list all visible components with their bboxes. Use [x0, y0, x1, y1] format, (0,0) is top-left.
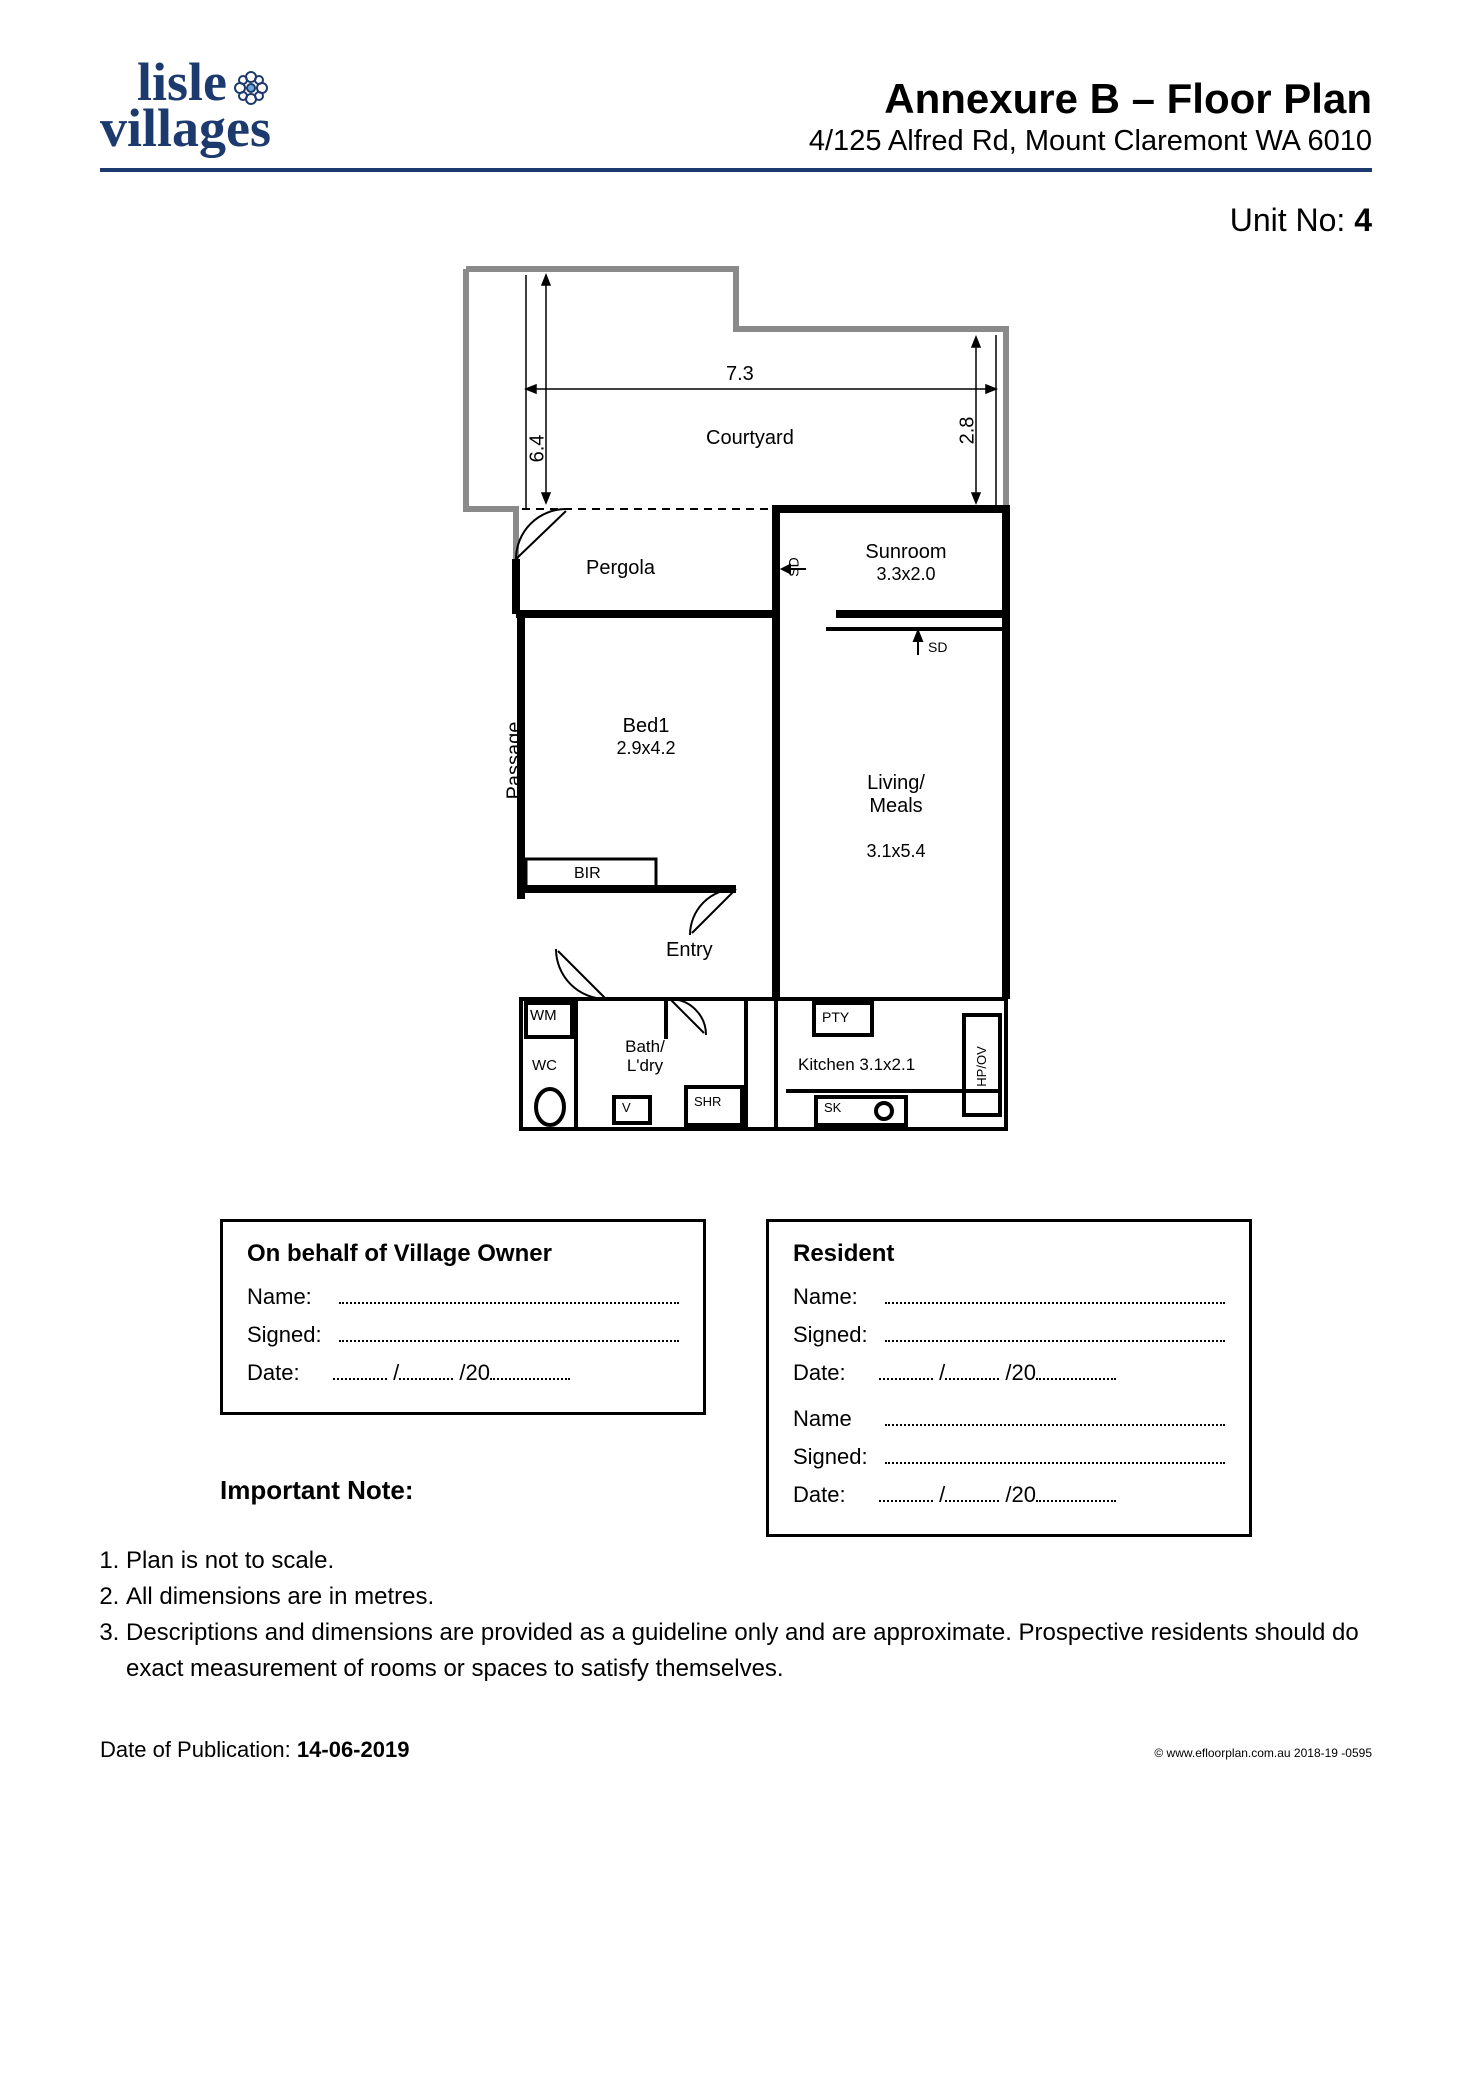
bed1-label: Bed1: [586, 715, 706, 738]
wc-label: WC: [532, 1057, 557, 1074]
signed-label: Signed:: [247, 1322, 333, 1348]
room-pergola: Pergola: [586, 557, 655, 580]
dim-7-3: 7.3: [726, 363, 754, 386]
owner-title: On behalf of Village Owner: [247, 1240, 679, 1268]
sd-1: SD: [786, 557, 802, 576]
year-prefix-3: 20: [1011, 1482, 1035, 1507]
year-prefix: 20: [465, 1360, 489, 1385]
sd-2: SD: [928, 639, 947, 655]
kitchen-label: Kitchen 3.1x2.1: [798, 1055, 915, 1075]
note-item: Descriptions and dimensions are provided…: [126, 1615, 1372, 1687]
room-living: Living/ Meals 3.1x5.4: [836, 749, 956, 885]
passage-label: Passage: [503, 721, 526, 799]
floorplan-svg: [426, 259, 1046, 1179]
hpov-label: HP/OV: [975, 1046, 990, 1086]
unit-label: Unit No:: [1230, 202, 1346, 238]
unit-line: Unit No: 4: [100, 202, 1372, 239]
sunroom-label: Sunroom: [846, 541, 966, 564]
date-label: Date:: [247, 1360, 333, 1386]
res-date-line: Date: / /20: [793, 1358, 1225, 1386]
owner-box: On behalf of Village Owner Name: Signed:…: [220, 1219, 706, 1415]
date-label-3: Date:: [793, 1482, 879, 1508]
signature-row: On behalf of Village Owner Name: Signed:…: [220, 1219, 1252, 1537]
date-label-2: Date:: [793, 1360, 879, 1386]
sunroom-dim: 3.3x2.0: [846, 564, 966, 585]
pty-label: PTY: [822, 1009, 849, 1025]
res-signed-line: Signed:: [793, 1320, 1225, 1348]
notes: Important Note:: [220, 1475, 706, 1506]
signed-label-3: Signed:: [793, 1444, 879, 1470]
sk-label: SK: [824, 1101, 841, 1116]
page-title: Annexure B – Floor Plan: [809, 75, 1372, 123]
pub-label: Date of Publication:: [100, 1737, 291, 1762]
resident-column: Resident Name: Signed: Date: / /20 Name: [766, 1219, 1252, 1537]
resident-title: Resident: [793, 1240, 1225, 1268]
resident-box: Resident Name: Signed: Date: / /20 Name: [766, 1219, 1252, 1537]
publication-date: Date of Publication: 14-06-2019: [100, 1737, 409, 1763]
logo-line2: villages: [100, 106, 271, 152]
name2-label: Name: [793, 1406, 879, 1432]
owner-signed-line: Signed:: [247, 1320, 679, 1348]
living-label: Living/ Meals: [836, 772, 956, 818]
res-date2-line: Date: / /20: [793, 1480, 1225, 1508]
living-dim: 3.1x5.4: [836, 841, 956, 862]
name-label: Name:: [247, 1284, 333, 1310]
header: lisle villages Annexure B – Floor Plan 4…: [100, 60, 1372, 172]
note-item: Plan is not to scale.: [126, 1543, 1372, 1579]
room-sunroom: Sunroom 3.3x2.0: [846, 541, 966, 585]
copyright: © www.efloorplan.com.au 2018-19 -0595: [1154, 1746, 1372, 1760]
logo: lisle villages: [100, 60, 271, 158]
pub-date: 14-06-2019: [297, 1737, 410, 1762]
notes-heading: Important Note:: [220, 1475, 706, 1506]
res-signed2-line: Signed:: [793, 1442, 1225, 1470]
res-name2-line: Name: [793, 1404, 1225, 1432]
bir-label: BIR: [574, 865, 601, 883]
dim-6-4: 6.4: [526, 434, 549, 462]
owner-column: On behalf of Village Owner Name: Signed:…: [220, 1219, 706, 1522]
res-name-line: Name:: [793, 1282, 1225, 1310]
v-label: V: [622, 1101, 631, 1116]
unit-number: 4: [1354, 202, 1372, 238]
floorplan-container: 7.3 6.4 2.8 Courtyard Pergola Sunroom 3.…: [100, 259, 1372, 1179]
notes-list: Plan is not to scale.All dimensions are …: [126, 1543, 1372, 1687]
header-right: Annexure B – Floor Plan 4/125 Alfred Rd,…: [809, 75, 1372, 158]
shr-label: SHR: [694, 1095, 721, 1110]
entry-label: Entry: [666, 939, 713, 962]
owner-date-line: Date: / /20: [247, 1358, 679, 1386]
footer: Date of Publication: 14-06-2019 © www.ef…: [100, 1737, 1372, 1763]
notes-list-wrap: Plan is not to scale.All dimensions are …: [100, 1543, 1372, 1687]
dim-2-8: 2.8: [956, 416, 979, 444]
bath-label: Bath/ L'dry: [600, 1037, 690, 1076]
name-label-2: Name:: [793, 1284, 879, 1310]
bed1-dim: 2.9x4.2: [586, 738, 706, 759]
wm-label: WM: [530, 1007, 557, 1024]
address: 4/125 Alfred Rd, Mount Claremont WA 6010: [809, 125, 1372, 158]
owner-name-line: Name:: [247, 1282, 679, 1310]
room-courtyard: Courtyard: [706, 427, 794, 450]
room-bed1: Bed1 2.9x4.2: [586, 715, 706, 759]
res-extra: Name Signed: Date: / /20: [793, 1404, 1225, 1508]
flower-icon: [231, 68, 271, 108]
floorplan: 7.3 6.4 2.8 Courtyard Pergola Sunroom 3.…: [426, 259, 1046, 1179]
note-item: All dimensions are in metres.: [126, 1579, 1372, 1615]
year-prefix-2: 20: [1011, 1360, 1035, 1385]
signed-label-2: Signed:: [793, 1322, 879, 1348]
